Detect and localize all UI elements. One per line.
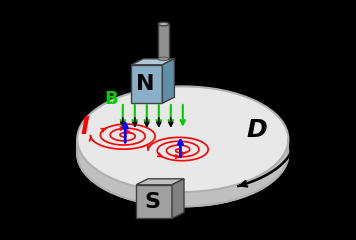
- Polygon shape: [131, 65, 162, 103]
- Polygon shape: [131, 59, 174, 65]
- Polygon shape: [172, 179, 184, 218]
- Ellipse shape: [158, 22, 169, 26]
- Ellipse shape: [77, 101, 288, 206]
- Text: D: D: [247, 118, 268, 142]
- Text: B: B: [105, 90, 119, 108]
- Polygon shape: [77, 139, 288, 206]
- Ellipse shape: [77, 86, 288, 192]
- Polygon shape: [162, 59, 174, 103]
- Text: S: S: [145, 192, 161, 212]
- Text: I: I: [81, 115, 90, 139]
- Polygon shape: [136, 185, 172, 218]
- Polygon shape: [158, 24, 169, 59]
- Ellipse shape: [158, 57, 169, 61]
- Text: N: N: [136, 74, 155, 94]
- Polygon shape: [136, 179, 184, 185]
